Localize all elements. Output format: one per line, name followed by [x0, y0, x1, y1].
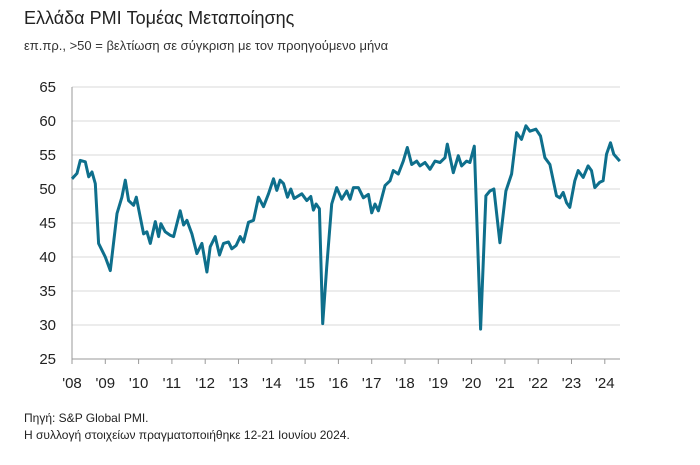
- source-note: Πηγή: S&P Global PMI.: [24, 411, 149, 425]
- x-tick-label: '18: [395, 375, 415, 392]
- x-tick-label: '12: [195, 375, 215, 392]
- x-tick-label: '22: [528, 375, 548, 392]
- y-tick-label: 25: [39, 351, 56, 368]
- gridlines: [72, 86, 620, 326]
- series-layer: [70, 124, 621, 331]
- y-tick-label: 65: [39, 79, 56, 96]
- x-tick-label: '21: [495, 375, 515, 392]
- y-tick-label: 45: [39, 215, 56, 232]
- pmi-series-line: [70, 124, 621, 331]
- y-axis-ticks: 25 30 35 40 45 50 55 60 65: [39, 79, 56, 368]
- x-tick-label: '14: [262, 375, 282, 392]
- x-tick-label: '16: [329, 375, 349, 392]
- y-tick-label: 60: [39, 113, 56, 130]
- y-tick-label: 50: [39, 181, 56, 198]
- y-tick-label: 55: [39, 147, 56, 164]
- x-tick-label: '11: [163, 375, 181, 392]
- chart-title: Ελλάδα PMI Τομέας Μεταποίησης: [24, 8, 295, 28]
- x-tick-label: '08: [62, 375, 82, 392]
- collection-note: Η συλλογή στοιχείων πραγματοποιήθηκε 12-…: [24, 428, 350, 442]
- x-axis: '08 '09 '10 '11 '12 '13 '14 '15 '16 '17 '18 '19 '20 '…: [62, 87, 620, 392]
- x-tick-label: '19: [429, 375, 449, 392]
- y-tick-label: 30: [39, 317, 56, 334]
- x-tick-label: '20: [462, 375, 482, 392]
- x-tick-label: '23: [562, 375, 582, 392]
- x-tick-label: '15: [295, 375, 315, 392]
- y-tick-label: 40: [39, 249, 56, 266]
- x-tick-label: '17: [362, 375, 382, 392]
- x-tick-label: '13: [229, 375, 249, 392]
- y-tick-label: 35: [39, 283, 56, 300]
- x-tick-label: '09: [96, 375, 116, 392]
- x-tick-label: '10: [129, 375, 149, 392]
- x-tick-label: '24: [595, 375, 615, 392]
- chart-subtitle: επ.πρ., >50 = βελτίωση σε σύγκριση με το…: [24, 38, 389, 53]
